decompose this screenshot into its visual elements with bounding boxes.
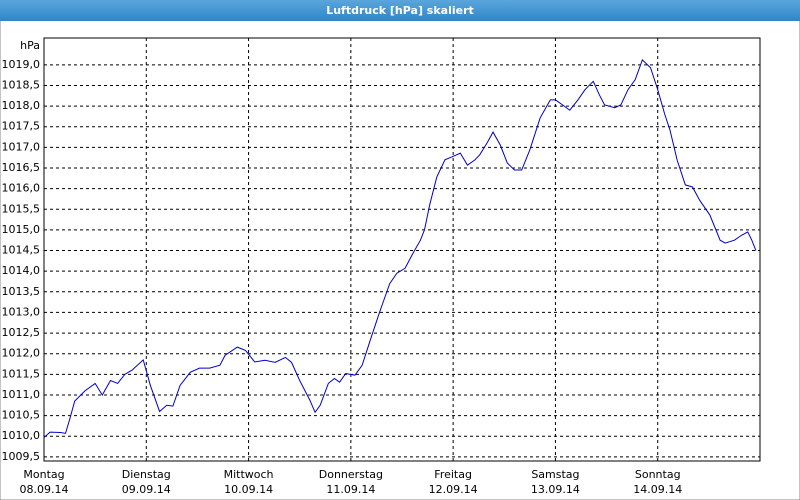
x-tick-date: 14.09.14 (633, 483, 682, 496)
y-tick-label: 1012,0 (2, 347, 41, 360)
y-tick-label: 1016,5 (2, 161, 41, 174)
y-tick-label: 1017,5 (2, 120, 41, 133)
x-tick-label: Sonntag (635, 468, 681, 481)
plot-area (43, 37, 761, 462)
y-unit: hPa (20, 39, 40, 52)
x-tick-label: Samstag (531, 468, 579, 481)
y-tick-label: 1018,5 (2, 78, 41, 91)
y-tick-label: 1012,5 (2, 326, 41, 339)
y-tick-label: 1009,5 (2, 450, 41, 463)
chart-title: Luftdruck [hPa] skaliert (326, 4, 474, 17)
y-tick-label: 1014,5 (2, 244, 41, 257)
y-tick-label: 1011,5 (2, 367, 41, 380)
y-tick-label: 1015,5 (2, 202, 41, 215)
y-tick-label: 1013,5 (2, 285, 41, 298)
x-tick-label: Donnerstag (319, 468, 383, 481)
x-tick-date: 13.09.14 (531, 483, 580, 496)
x-tick-label: Freitag (434, 468, 472, 481)
x-tick-date: 12.09.14 (429, 483, 478, 496)
data-line (43, 58, 757, 438)
x-tick-date: 09.09.14 (122, 483, 171, 496)
y-tick-label: 1018,0 (2, 99, 41, 112)
y-tick-label: 1019,0 (2, 58, 41, 71)
x-tick-date: 11.09.14 (326, 483, 375, 496)
title-bar (0, 0, 800, 21)
y-tick-label: 1015,0 (2, 223, 41, 236)
x-tick-label: Mittwoch (224, 468, 274, 481)
y-tick-label: 1010,0 (2, 429, 41, 442)
y-tick-label: 1017,0 (2, 140, 41, 153)
y-tick-label: 1010,5 (2, 409, 41, 422)
x-tick-date: 10.09.14 (224, 483, 273, 496)
x-tick-label: Dienstag (122, 468, 171, 481)
y-tick-label: 1013,0 (2, 305, 41, 318)
y-tick-label: 1014,0 (2, 264, 41, 277)
y-tick-label: 1011,0 (2, 388, 41, 401)
y-tick-label: 1016,0 (2, 182, 41, 195)
x-tick-date: 08.09.14 (20, 483, 69, 496)
x-tick-label: Montag (23, 468, 64, 481)
